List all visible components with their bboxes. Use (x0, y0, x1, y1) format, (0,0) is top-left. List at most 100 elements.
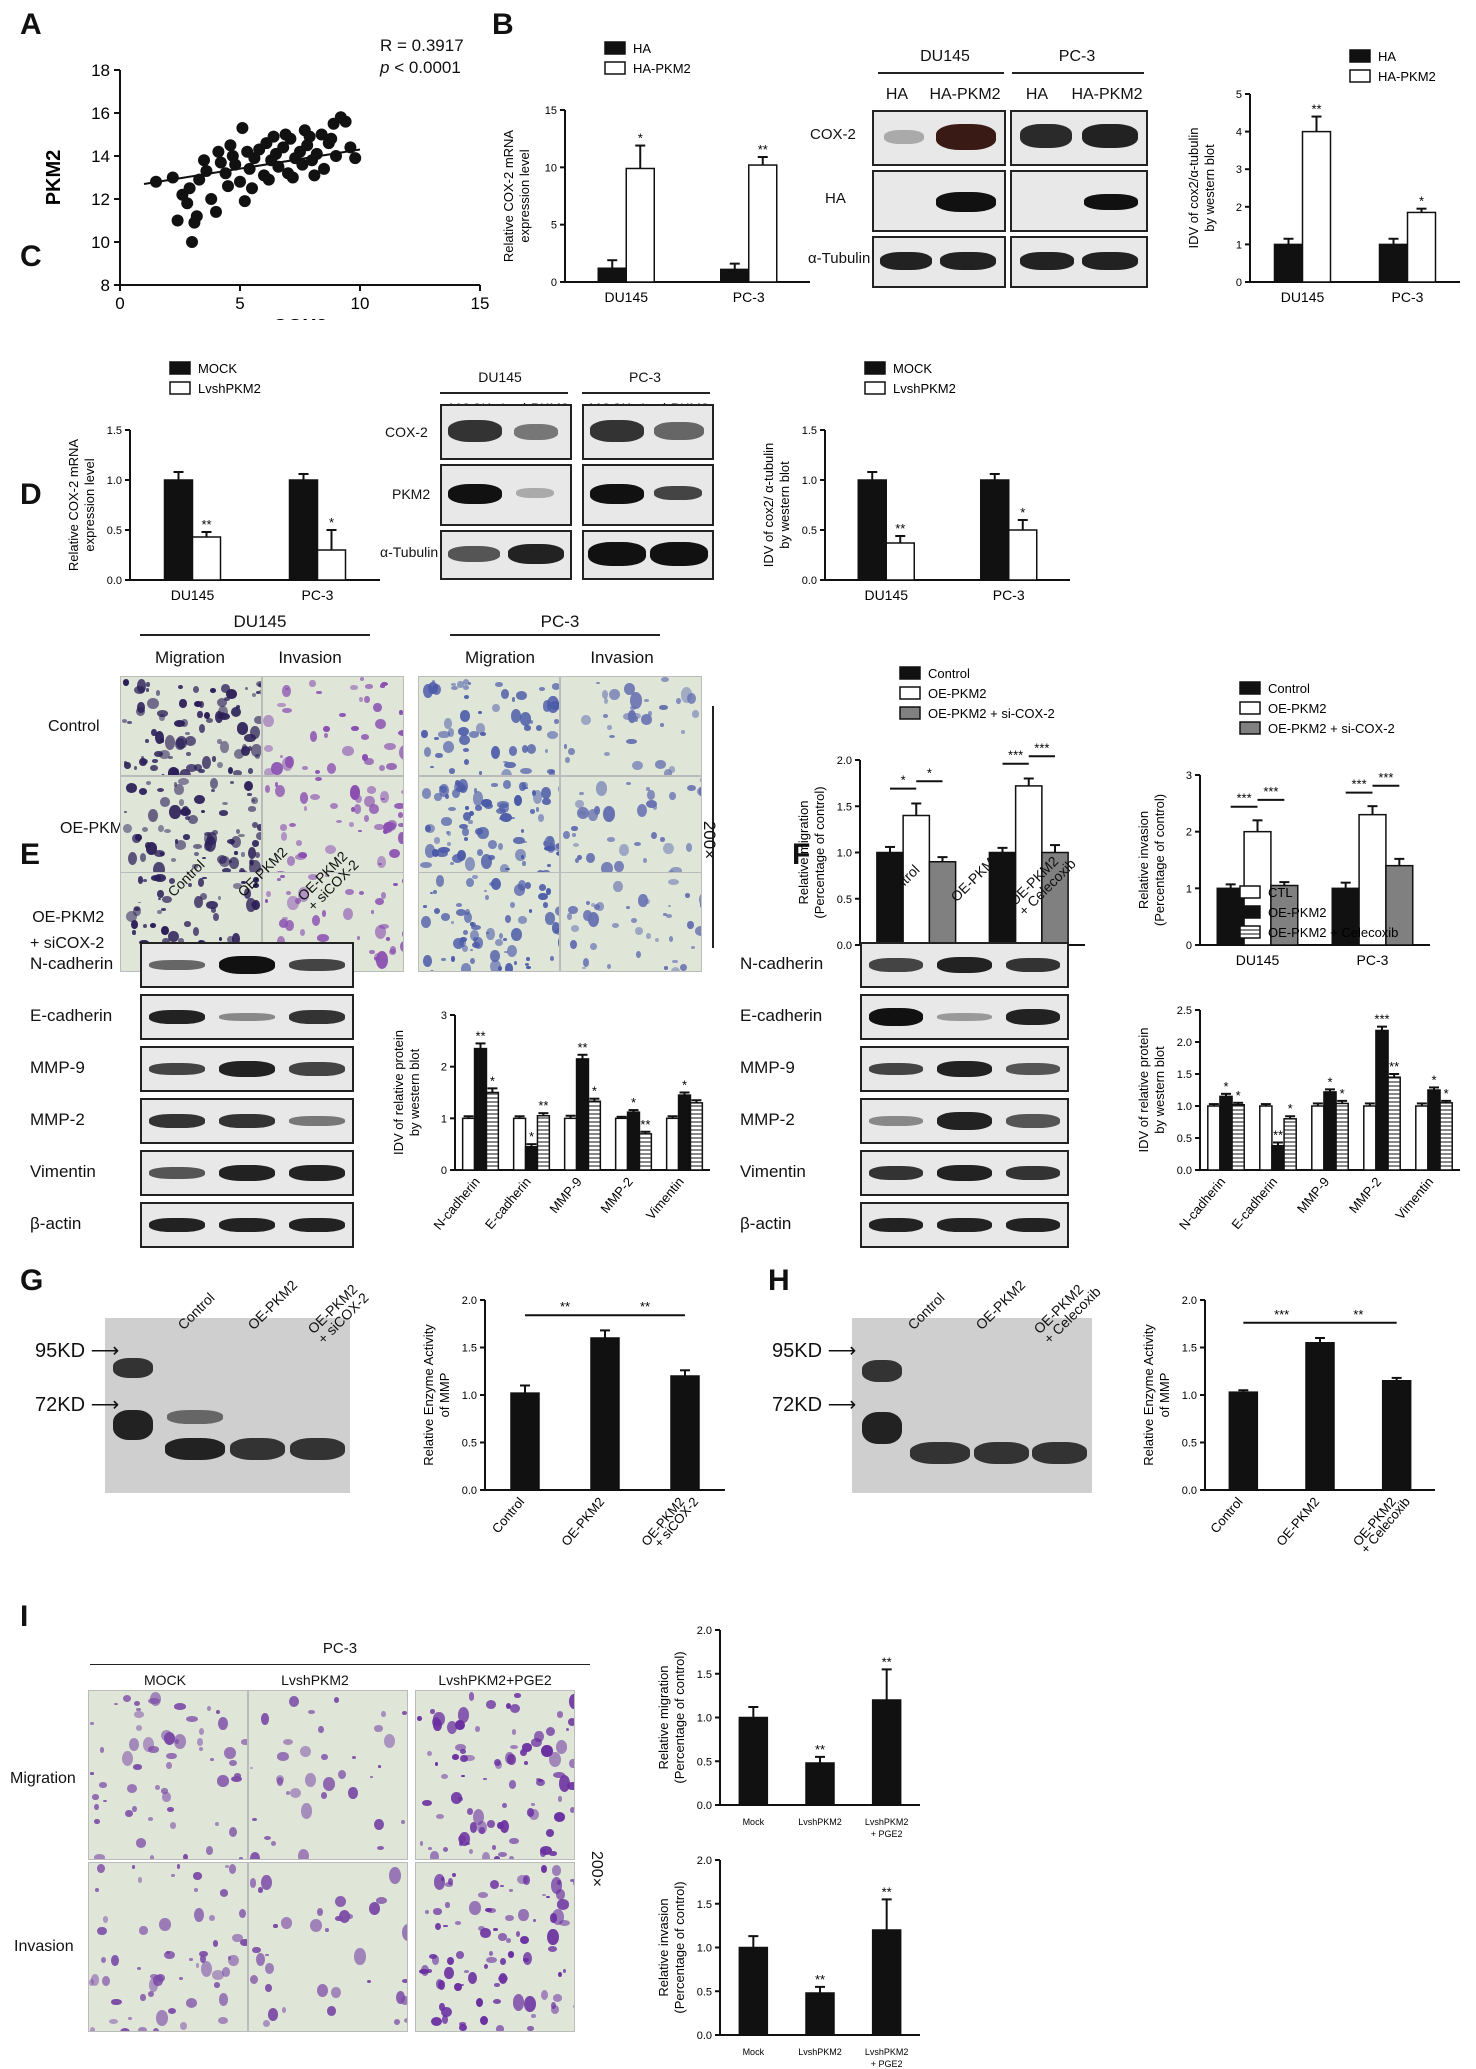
cell-mark (228, 856, 240, 870)
cell-mark (374, 823, 384, 831)
i-micrograph (88, 1862, 248, 2032)
cell-mark (426, 1750, 433, 1757)
significance-label: ** (815, 1742, 825, 1757)
cell-mark (315, 769, 320, 774)
cell-mark (197, 878, 205, 888)
cell-mark (438, 731, 450, 738)
legend-swatch (604, 41, 626, 55)
legend-label: OE-PKM2 + si-COX-2 (928, 706, 1055, 721)
blot-b-divider-1 (878, 72, 1004, 74)
cell-mark (127, 851, 138, 865)
cell-mark (138, 901, 142, 904)
cell-mark (663, 842, 674, 854)
cell-mark (251, 1946, 261, 1954)
cell-mark (565, 1727, 570, 1732)
cell-mark (211, 907, 217, 913)
cell-mark (519, 767, 532, 775)
cell-mark (699, 784, 701, 798)
cell-mark (520, 829, 524, 833)
d-micrograph (418, 776, 560, 876)
cell-mark (185, 731, 190, 736)
cell-mark (253, 715, 261, 725)
y-tick-label: 2.0 (1177, 1037, 1192, 1049)
y-tick-label: 1.5 (462, 1343, 477, 1355)
cell-mark (241, 1739, 247, 1745)
cell-mark (579, 810, 586, 816)
cell-mark (567, 1781, 574, 1791)
cell-mark (429, 969, 435, 971)
blot-b-pc3-tubulin (1010, 236, 1148, 288)
blot-c-group-du145: DU145 (478, 369, 522, 385)
cell-mark (147, 1817, 153, 1821)
cell-mark (349, 821, 354, 828)
y-tick-label: 0.0 (697, 2030, 712, 2042)
significance-label: ** (560, 1299, 570, 1314)
blot-band (884, 130, 924, 144)
cell-mark (546, 768, 556, 774)
cell-mark (455, 1921, 462, 1925)
cell-mark (500, 1884, 504, 1888)
cell-mark (538, 814, 545, 822)
cell-mark (562, 1968, 567, 1973)
legend-label: MOCK (893, 361, 932, 376)
cell-mark (463, 1754, 475, 1762)
i-col-3: LvshPKM2+PGE2 (438, 1672, 552, 1688)
d-group-du145: DU145 (233, 612, 287, 631)
blot-band (289, 1165, 345, 1181)
cell-mark (602, 806, 615, 822)
blot-band (1082, 252, 1138, 270)
cell-mark (153, 850, 166, 858)
blot-band (937, 1013, 992, 1021)
significance-label: ** (538, 1098, 548, 1113)
cell-mark (240, 1938, 247, 1946)
cell-mark (153, 750, 163, 758)
cell-mark (312, 915, 321, 927)
cell-mark (179, 799, 185, 806)
cell-mark (485, 894, 490, 900)
cell-mark (145, 781, 151, 785)
cell-mark (507, 1950, 515, 1958)
significance-label: ** (895, 521, 905, 536)
scatter-point (193, 173, 206, 186)
x-tick-label: Control (489, 1494, 528, 1536)
cell-mark (444, 1882, 454, 1887)
scatter-point (212, 145, 225, 158)
cell-mark (571, 833, 577, 837)
cell-mark (342, 746, 354, 757)
bar (485, 1091, 500, 1171)
blot-c-pc3-cox2 (582, 404, 714, 460)
cell-mark (668, 766, 676, 773)
cell-mark (499, 816, 503, 821)
cell-mark (233, 749, 244, 759)
cell-mark (440, 1773, 449, 1780)
cell-mark (514, 795, 522, 807)
blot-b-col-1: HA (885, 86, 909, 103)
cell-mark (522, 861, 526, 866)
cell-mark (512, 1994, 525, 2012)
cell-mark (264, 1962, 274, 1974)
cell-mark (263, 714, 274, 728)
blot-band (219, 956, 275, 974)
blot-c-divider-2 (582, 392, 710, 394)
f-row-label: N-cadherin (740, 954, 824, 973)
cell-mark (90, 1974, 100, 1986)
blot-b-du145-cox2 (872, 110, 1006, 166)
gel-band (1032, 1442, 1087, 1464)
cell-mark (297, 887, 310, 902)
blot-c-pc3-tubulin (582, 530, 714, 580)
cell-mark (431, 849, 440, 858)
cell-mark (264, 898, 269, 904)
cell-mark (686, 692, 697, 705)
cell-mark (369, 1775, 374, 1778)
y-tick-label: 0.0 (837, 940, 852, 952)
cell-mark (392, 882, 399, 887)
cell-mark (162, 937, 170, 944)
cell-mark (232, 1933, 243, 1943)
cell-mark (630, 692, 643, 709)
cell-mark (279, 755, 284, 759)
panel-letter-d: D (20, 478, 42, 511)
cell-mark (286, 890, 292, 896)
cell-mark (217, 761, 223, 768)
cell-mark (166, 1807, 175, 1813)
cell-mark (247, 793, 252, 796)
